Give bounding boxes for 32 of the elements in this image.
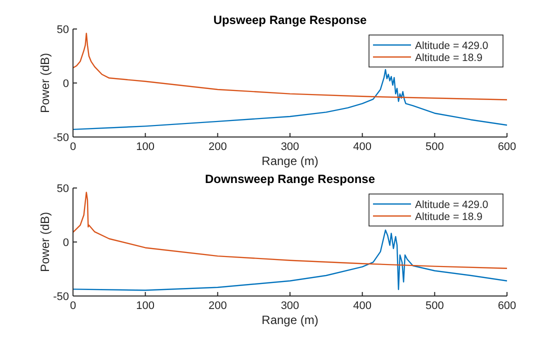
- legend-label: Altitude = 429.0: [415, 199, 488, 211]
- y-tick-label: -50: [53, 291, 69, 303]
- x-tick-label: 200: [208, 141, 227, 153]
- legend-label: Altitude = 18.9: [415, 52, 483, 64]
- x-axis-title: Range (m): [262, 154, 318, 168]
- y-tick-label: -50: [53, 132, 69, 144]
- legend-label: Altitude = 429.0: [415, 40, 488, 52]
- line-series: [72, 32, 508, 100]
- y-tick-label: 50: [56, 183, 69, 195]
- x-axis-title: Range (m): [262, 313, 318, 327]
- x-tick-label: 300: [280, 141, 300, 153]
- line-series: [72, 230, 508, 291]
- chart-title: Downsweep Range Response: [204, 172, 376, 186]
- line-series: [72, 192, 508, 269]
- x-tick-label: 300: [280, 300, 300, 312]
- x-tick-label: 500: [425, 141, 444, 153]
- chart-title: Upsweep Range Response: [213, 13, 368, 27]
- y-tick-label: 0: [62, 78, 69, 90]
- x-tick-label: 500: [425, 300, 444, 312]
- x-tick-label: 200: [208, 300, 227, 312]
- x-tick-label: 400: [353, 141, 372, 153]
- y-axis-title: Power (dB): [38, 52, 52, 114]
- y-tick-label: 0: [62, 237, 69, 249]
- x-tick-label: 100: [136, 300, 155, 312]
- x-tick-label: 600: [498, 141, 516, 153]
- x-tick-label: 600: [498, 300, 516, 312]
- y-axis-title: Power (dB): [38, 212, 52, 272]
- line-series: [72, 69, 508, 130]
- legend-label: Altitude = 18.9: [415, 211, 483, 223]
- x-tick-label: 100: [136, 141, 155, 153]
- y-tick-label: 50: [56, 24, 69, 36]
- x-tick-label: 400: [353, 300, 372, 312]
